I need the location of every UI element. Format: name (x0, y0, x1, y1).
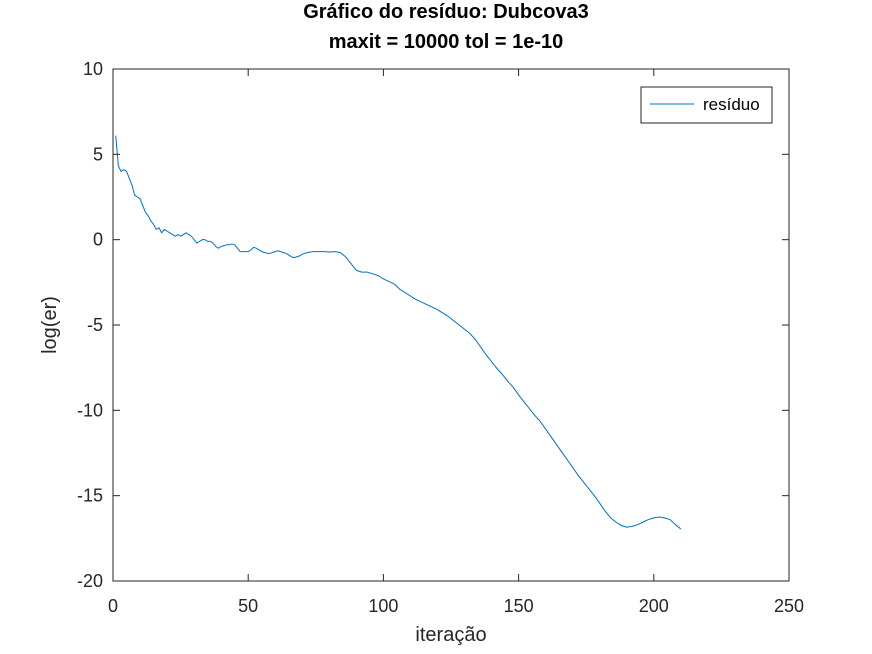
legend: resíduo (640, 86, 773, 124)
tick-layer: 0 50 100 150 200 250 -20 -15 -10 -5 0 5 10 (77, 59, 804, 616)
x-tick-label: 200 (639, 596, 669, 616)
y-tick-label: -5 (87, 315, 103, 335)
y-tick-label: -15 (77, 486, 103, 506)
plot-area: 0 50 100 150 200 250 -20 -15 -10 -5 0 5 10 (77, 59, 804, 616)
x-axis-label: iteração (415, 624, 486, 646)
y-axis-label: log(er) (39, 296, 61, 354)
x-tick-label: 100 (368, 596, 398, 616)
plot-frame (112, 68, 790, 582)
legend-label-residuo: resíduo (703, 95, 760, 114)
x-tick-label: 250 (774, 596, 804, 616)
chart-subtitle: maxit = 10000 tol = 1e-10 (329, 31, 564, 53)
y-tick-label: -10 (77, 400, 103, 420)
y-tick-label: -20 (77, 571, 103, 591)
series-layer (115, 135, 682, 530)
x-tick-label: 150 (504, 596, 534, 616)
y-tick-label: 5 (93, 144, 103, 164)
x-tick-label: 0 (108, 596, 118, 616)
legend-box (640, 86, 773, 124)
y-tick-label: 0 (93, 230, 103, 250)
y-tick-label: 10 (83, 59, 103, 79)
x-tick-label: 50 (238, 596, 258, 616)
chart-title: Gráfico do resíduo: Dubcova3 (303, 1, 589, 23)
series-line-0 (115, 135, 682, 530)
